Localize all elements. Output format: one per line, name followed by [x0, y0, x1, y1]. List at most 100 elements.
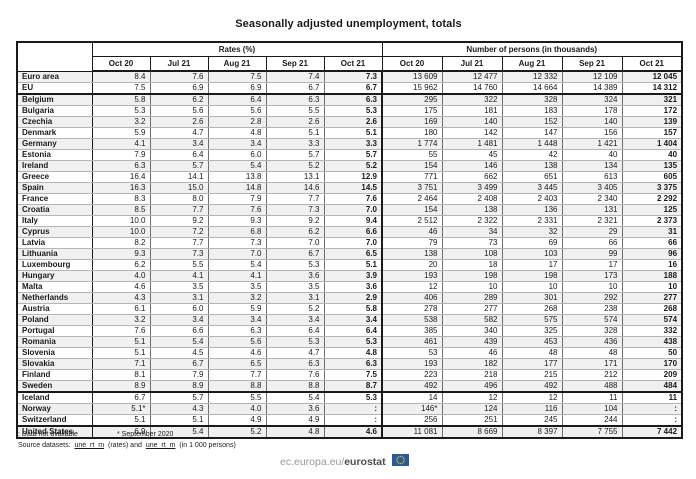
row-label-country: Italy: [17, 215, 92, 227]
row-label-country: Netherlands: [17, 292, 92, 304]
rate-cell: 6.7: [265, 82, 324, 95]
rate-cell: 7.4: [265, 71, 324, 83]
persons-cell: 147: [501, 127, 562, 139]
rate-cell: 6.5: [207, 358, 266, 370]
persons-cell: 212: [561, 369, 622, 381]
persons-cell: :: [621, 414, 683, 427]
persons-cell: 14: [381, 392, 442, 404]
rate-cell: 6.2: [91, 259, 150, 271]
persons-cell: 142: [441, 127, 502, 139]
row-label-country: Germany: [17, 138, 92, 150]
rate-cell: 3.5: [265, 281, 324, 293]
persons-cell: 66: [561, 237, 622, 249]
rate-cell: 7.9: [149, 369, 208, 381]
table-row: Norway 5.1* 4.3 4.0 3.6:146* 124 116 104:: [17, 403, 683, 415]
rate-cell: 8.2: [91, 237, 150, 249]
row-label-country: Ireland: [17, 160, 92, 172]
persons-cell: 193: [381, 358, 442, 370]
row-label-country: Finland: [17, 369, 92, 381]
table-row: Netherlands 4.3 3.1 3.2 3.1 2.9 406 289 301 292 27…: [17, 292, 683, 304]
rate-cell: 6.3: [265, 358, 324, 370]
persons-cell: 325: [501, 325, 562, 337]
row-label-country: Greece: [17, 171, 92, 183]
source-after-text: (in 1 000 persons): [179, 442, 236, 449]
rate-cell: 5.8: [323, 303, 382, 315]
rate-cell: 3.4: [149, 138, 208, 150]
persons-cell: 251: [441, 414, 502, 427]
rate-cell: 13.8: [207, 171, 266, 183]
persons-cell: 171: [561, 358, 622, 370]
persons-cell: 3 445: [501, 182, 562, 194]
persons-cell: 771: [381, 171, 442, 183]
rate-cell: 4.3: [149, 403, 208, 415]
rate-cell: 5.1: [323, 127, 382, 139]
persons-cell: 2 403: [501, 193, 562, 205]
rate-cell: 4.1: [207, 270, 266, 282]
rate-cell: 5.5: [207, 392, 266, 404]
persons-cell: 215: [501, 369, 562, 381]
rate-cell: 7.1: [91, 358, 150, 370]
col-header-rates-sep21: Sep 21: [265, 56, 325, 72]
rate-cell: 3.2: [91, 116, 150, 128]
persons-cell: 2 331: [501, 215, 562, 227]
rate-cell: 5.3: [323, 392, 382, 404]
persons-cell: 99: [561, 248, 622, 260]
rate-cell: 7.6: [91, 325, 150, 337]
page-title: Seasonally adjusted unemployment, totals: [235, 18, 462, 30]
row-label-country: Czechia: [17, 116, 92, 128]
row-label-country: Latvia: [17, 237, 92, 249]
persons-cell: 328: [561, 325, 622, 337]
rate-cell: 5.9: [91, 127, 150, 139]
persons-cell: 438: [621, 336, 683, 348]
rate-cell: 5.6: [149, 105, 208, 117]
rate-cell: 7.9: [91, 149, 150, 161]
persons-cell: 613: [561, 171, 622, 183]
rate-cell: 9.3: [91, 248, 150, 260]
group-header-persons: Number of persons (in thousands): [381, 41, 683, 57]
rate-cell: 5.4: [149, 336, 208, 348]
persons-cell: 14 389: [561, 82, 622, 95]
persons-cell: :: [621, 403, 683, 415]
rate-cell: 4.6: [91, 281, 150, 293]
persons-cell: 48: [561, 347, 622, 359]
source-link-persons[interactable]: une_rt_m: [145, 442, 176, 449]
persons-cell: 134: [561, 160, 622, 172]
rate-cell: 5.8: [91, 94, 150, 106]
rate-cell: 5.1: [91, 347, 150, 359]
persons-cell: 11: [561, 392, 622, 404]
rate-cell: 8.1: [91, 369, 150, 381]
rate-cell: 6.2: [265, 226, 324, 238]
rate-cell: 10.0: [91, 215, 150, 227]
table-row: Estonia 7.9 6.4 6.0 5.7 5.7 55 45 42 40 40: [17, 149, 683, 161]
rate-cell: 5.1: [265, 127, 324, 139]
persons-cell: 11 081: [381, 426, 442, 439]
rate-cell: 6.7: [265, 248, 324, 260]
persons-cell: 574: [561, 314, 622, 326]
row-label-country: France: [17, 193, 92, 205]
persons-cell: 66: [621, 237, 683, 249]
persons-cell: 124: [441, 403, 502, 415]
rate-cell: 7.6: [265, 369, 324, 381]
persons-cell: 146*: [381, 403, 442, 415]
table-row: Slovakia 7.1 6.7 6.5 6.3 6.3 193 182 177 171 170: [17, 358, 683, 370]
row-label-country: Norway: [17, 403, 92, 415]
rate-cell: 4.7: [149, 127, 208, 139]
rate-cell: 6.7: [323, 82, 382, 95]
table-body: Euro area 8.4 7.6 7.5 7.4 7.3 13 609 12 477 12 3…: [17, 71, 683, 439]
persons-cell: 12: [441, 392, 502, 404]
rate-cell: 8.9: [91, 380, 150, 393]
row-label-country: Spain: [17, 182, 92, 194]
table-row: Switzerland 5.1 5.1 4.9 4.9:256 251 245 244:: [17, 414, 683, 427]
rate-cell: 4.9: [265, 414, 324, 427]
persons-cell: 146: [441, 160, 502, 172]
persons-cell: 103: [501, 248, 562, 260]
rate-cell: 7.6: [323, 193, 382, 205]
rate-cell: 6.9: [91, 426, 150, 439]
persons-cell: 73: [441, 237, 502, 249]
persons-cell: 136: [501, 204, 562, 216]
row-label-country: Poland: [17, 314, 92, 326]
footnote-not-available: : Data not available: [18, 431, 78, 438]
col-header-persons-jul21: Jul 21: [441, 56, 503, 72]
persons-cell: 244: [561, 414, 622, 427]
source-link-rates[interactable]: une_rt_m: [74, 442, 105, 449]
